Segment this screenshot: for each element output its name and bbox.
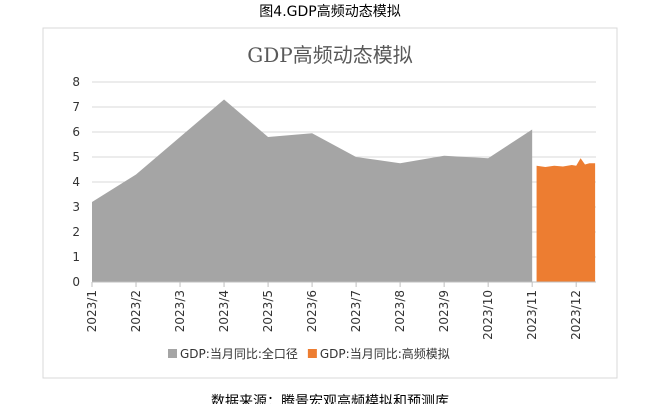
x-tick-label: 2023/10 bbox=[481, 290, 495, 340]
x-tick-label: 2023/2 bbox=[129, 290, 143, 332]
y-tick-label: 3 bbox=[72, 200, 80, 214]
x-tick-label: 2023/12 bbox=[569, 290, 583, 340]
y-tick-label: 8 bbox=[72, 75, 80, 89]
x-tick-label: 2023/5 bbox=[261, 290, 275, 332]
x-tick-label: 2023/11 bbox=[525, 290, 539, 340]
x-tick-label: 2023/8 bbox=[393, 290, 407, 332]
legend-swatch bbox=[168, 349, 177, 358]
caption: 图4.GDP高频动态模拟 bbox=[259, 3, 400, 20]
x-tick-label: 2023/4 bbox=[217, 290, 231, 332]
legend-swatch bbox=[307, 349, 317, 358]
y-tick-label: 2 bbox=[72, 225, 80, 239]
chart-title: GDP高频动态模拟 bbox=[247, 43, 412, 67]
y-tick-label: 5 bbox=[72, 150, 80, 164]
y-tick-label: 1 bbox=[72, 250, 80, 264]
y-tick-label: 0 bbox=[72, 275, 80, 289]
legend-label: GDP:当月同比:全口径 bbox=[180, 346, 298, 361]
x-tick-label: 2023/9 bbox=[437, 290, 451, 332]
x-tick-label: 2023/1 bbox=[85, 290, 99, 332]
y-tick-label: 6 bbox=[72, 125, 80, 139]
source: 数据来源：腾景宏观高频模拟和预测库 bbox=[211, 393, 449, 404]
legend-label: GDP:当月同比:高频模拟 bbox=[320, 346, 450, 361]
area bbox=[536, 158, 596, 282]
x-tick-label: 2023/7 bbox=[349, 290, 363, 332]
area bbox=[92, 99, 533, 282]
y-tick-label: 7 bbox=[72, 100, 80, 114]
x-tick-label: 2023/3 bbox=[173, 290, 187, 332]
x-tick-label: 2023/6 bbox=[305, 290, 319, 332]
y-tick-label: 4 bbox=[72, 175, 80, 189]
